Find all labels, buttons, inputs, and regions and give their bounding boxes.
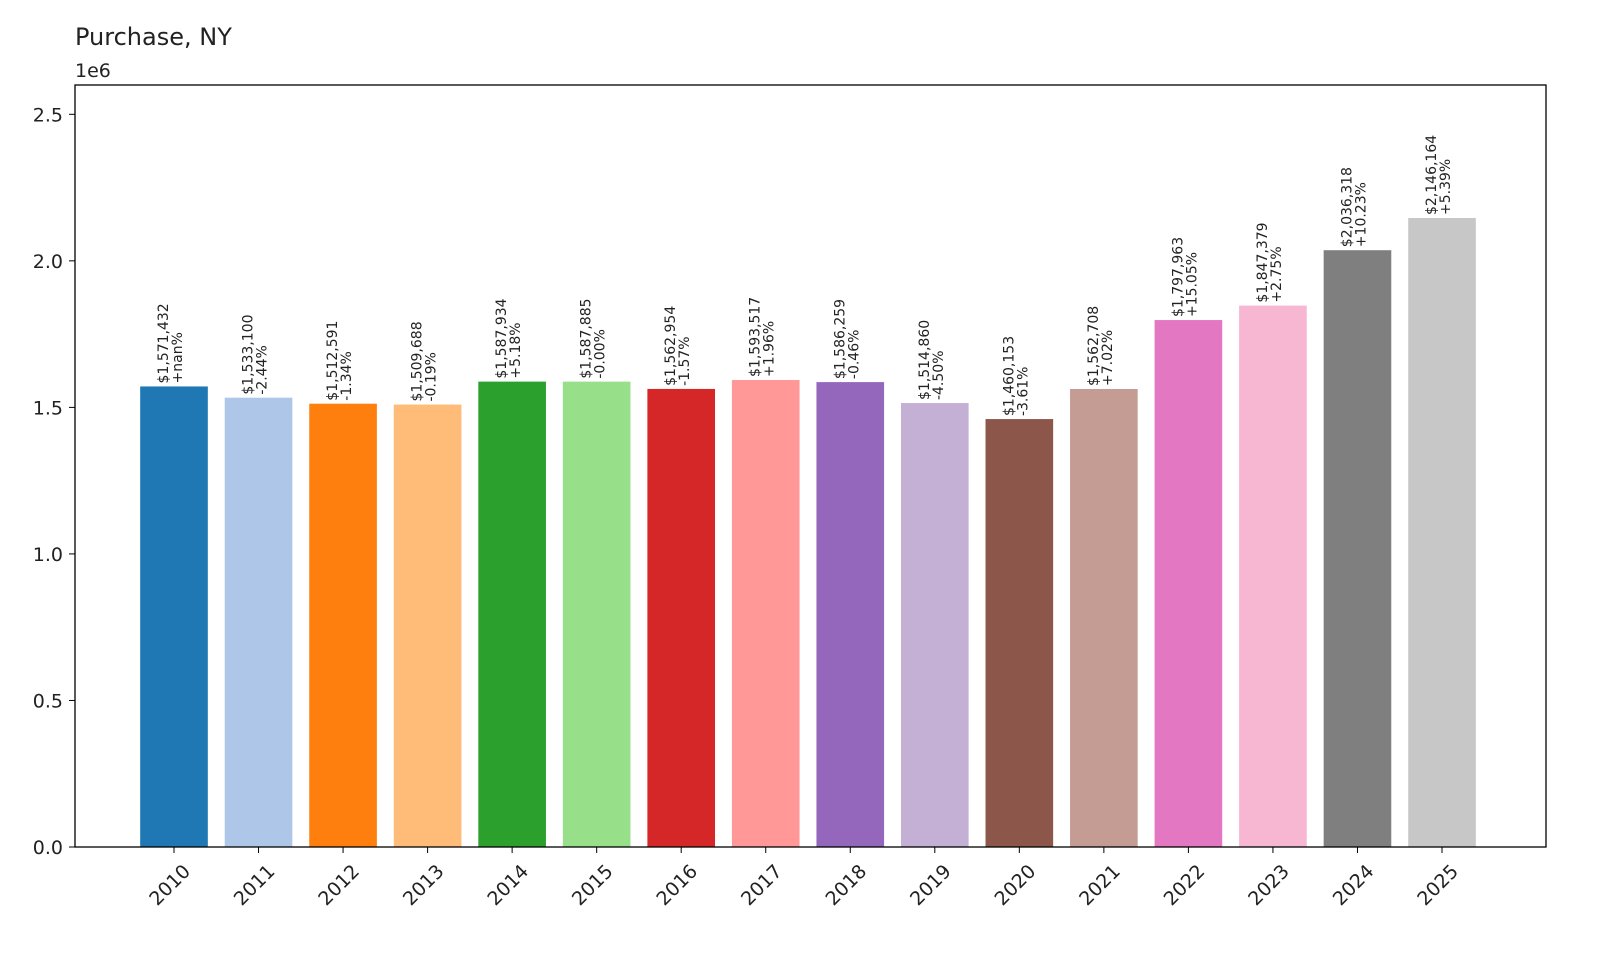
bar-2014 xyxy=(478,381,546,847)
x-tick-label-2016: 2016 xyxy=(652,860,702,910)
x-tick-label-2022: 2022 xyxy=(1160,860,1210,910)
bar-price-label: $1,562,954 xyxy=(663,306,679,386)
bar-2016 xyxy=(647,388,716,847)
x-tick-label-2012: 2012 xyxy=(314,860,364,910)
bar-change-label: -1.34% xyxy=(339,351,355,401)
bar-change-label: +10.23% xyxy=(1353,182,1369,247)
bar-price-label: $1,847,379 xyxy=(1255,222,1271,302)
bar-price-label: $1,797,963 xyxy=(1170,237,1186,317)
bar-change-label: -0.19% xyxy=(424,352,440,402)
bar-change-label: +1.96% xyxy=(762,321,778,377)
y-tick-label-1.5: 1.5 xyxy=(33,397,63,419)
x-tick-label-2011: 2011 xyxy=(230,860,280,910)
bar-2013 xyxy=(393,404,462,847)
y-tick-label-0.5: 0.5 xyxy=(33,690,63,712)
y-axis-offset-label: 1e6 xyxy=(75,60,111,82)
bar-value-label-2012: $1,512,591-1.34% xyxy=(325,321,355,401)
bar-price-label: $1,512,591 xyxy=(325,321,341,401)
bar-price-label: $1,514,860 xyxy=(917,320,933,400)
bar-value-label-2013: $1,509,688-0.19% xyxy=(410,321,440,401)
bars-group xyxy=(140,218,1476,848)
bar-price-label: $1,562,708 xyxy=(1086,306,1102,386)
bar-2023 xyxy=(1239,305,1307,848)
x-tick-label-2017: 2017 xyxy=(737,860,787,910)
bar-change-label: -0.00% xyxy=(593,329,609,379)
bar-value-label-2025: $2,146,164+5.39% xyxy=(1424,135,1454,215)
bar-2012 xyxy=(309,403,377,847)
bar-value-label-2022: $1,797,963+15.05% xyxy=(1170,237,1200,317)
x-tick-label-2014: 2014 xyxy=(483,860,533,910)
bar-value-label-2021: $1,562,708+7.02% xyxy=(1086,306,1116,386)
x-tick-label-2025: 2025 xyxy=(1413,860,1463,910)
bar-change-label: -3.61% xyxy=(1015,367,1031,417)
bar-change-label: +5.18% xyxy=(508,322,524,378)
bar-2021 xyxy=(1070,389,1138,847)
x-tick-label-2015: 2015 xyxy=(568,860,618,910)
bar-2024 xyxy=(1323,250,1392,847)
x-axis: 2010 2011 2012 2013 2014 2015 2016 2017 2018 2019… xyxy=(145,847,1463,910)
bar-2015 xyxy=(562,381,631,847)
bar-2010 xyxy=(140,386,208,847)
bar-change-label: -1.57% xyxy=(677,336,693,386)
bar-change-label: -0.46% xyxy=(846,330,862,380)
x-tick-label-2013: 2013 xyxy=(399,860,449,910)
bar-value-label-2023: $1,847,379+2.75% xyxy=(1255,222,1285,302)
bar-2017 xyxy=(731,379,800,847)
bar-price-label: $2,036,318 xyxy=(1339,167,1355,247)
bar-change-label: +15.05% xyxy=(1184,252,1200,317)
x-tick-label-2023: 2023 xyxy=(1244,860,1294,910)
bar-change-label: +2.75% xyxy=(1269,246,1285,302)
bar-value-label-2011: $1,533,100-2.44% xyxy=(241,315,271,395)
bar-price-label: $1,593,517 xyxy=(748,297,764,377)
bar-value-label-2019: $1,514,860-4.50% xyxy=(917,320,947,400)
y-tick-label-0.0: 0.0 xyxy=(33,837,63,859)
bar-2025 xyxy=(1408,218,1476,847)
bar-price-label: $1,460,153 xyxy=(1001,336,1017,416)
bar-value-label-2017: $1,593,517+1.96% xyxy=(748,297,778,377)
bar-2011 xyxy=(224,397,293,847)
bar-2020 xyxy=(985,419,1054,847)
y-tick-label-2.5: 2.5 xyxy=(33,104,63,126)
bar-change-label: +5.39% xyxy=(1438,159,1454,215)
bar-value-label-2010: $1,571,432+nan% xyxy=(156,303,186,383)
bar-value-label-2014: $1,587,934+5.18% xyxy=(494,298,524,378)
bar-value-label-2016: $1,562,954-1.57% xyxy=(663,306,693,386)
bar-change-label: +nan% xyxy=(170,332,186,383)
bar-price-label: $1,571,432 xyxy=(156,303,172,383)
y-axis: 0.0 0.5 1.0 1.5 2.0 2.5 xyxy=(33,104,75,859)
bar-change-label: -4.50% xyxy=(931,350,947,400)
bar-value-label-2015: $1,587,885-0.00% xyxy=(579,298,609,378)
y-tick-label-1.0: 1.0 xyxy=(33,544,63,566)
bar-price-label: $1,533,100 xyxy=(241,315,257,395)
bar-2019 xyxy=(900,403,969,847)
x-tick-label-2024: 2024 xyxy=(1329,860,1379,910)
bar-change-label: -2.44% xyxy=(255,345,271,395)
bar-value-label-2020: $1,460,153-3.61% xyxy=(1001,336,1031,416)
x-tick-label-2019: 2019 xyxy=(906,860,956,910)
x-tick-label-2010: 2010 xyxy=(145,860,195,910)
bar-price-label: $2,146,164 xyxy=(1424,135,1440,215)
x-tick-label-2018: 2018 xyxy=(821,860,871,910)
y-tick-label-2.0: 2.0 xyxy=(33,251,63,273)
bar-value-label-2018: $1,586,259-0.46% xyxy=(832,299,862,379)
x-tick-label-2021: 2021 xyxy=(1075,860,1125,910)
bar-price-label: $1,587,934 xyxy=(494,298,510,378)
x-tick-label-2020: 2020 xyxy=(991,860,1041,910)
bar-price-label: $1,587,885 xyxy=(579,298,595,378)
bar-2018 xyxy=(816,382,885,847)
chart-title: Purchase, NY xyxy=(75,23,232,51)
bar-change-label: +7.02% xyxy=(1100,330,1116,386)
bar-value-label-2024: $2,036,318+10.23% xyxy=(1339,167,1369,247)
plot-area-frame xyxy=(74,84,1547,848)
bar-price-label: $1,586,259 xyxy=(832,299,848,379)
bar-price-label: $1,509,688 xyxy=(410,321,426,401)
bar-labels-group: $1,571,432+nan% $1,533,100-2.44% $1,512,59… xyxy=(156,135,1454,416)
bar-2022 xyxy=(1154,320,1223,847)
